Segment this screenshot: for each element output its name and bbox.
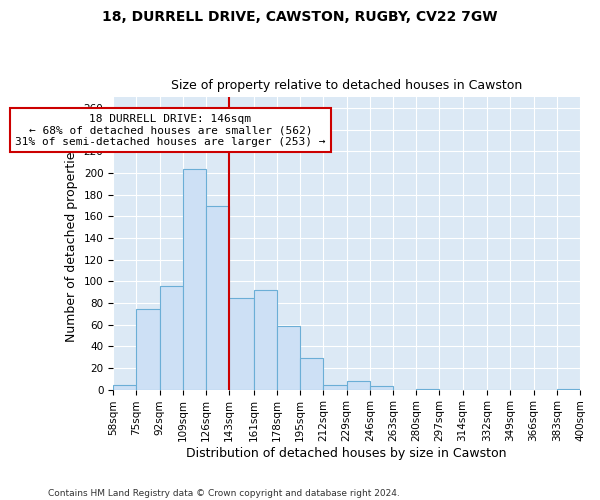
Title: Size of property relative to detached houses in Cawston: Size of property relative to detached ho… [171, 79, 522, 92]
X-axis label: Distribution of detached houses by size in Cawston: Distribution of detached houses by size … [187, 447, 507, 460]
Text: 18 DURRELL DRIVE: 146sqm
← 68% of detached houses are smaller (562)
31% of semi-: 18 DURRELL DRIVE: 146sqm ← 68% of detach… [15, 114, 326, 147]
Bar [160, 286, 183, 390]
Bar [347, 381, 370, 390]
Bar [136, 310, 160, 390]
Bar [277, 326, 300, 390]
Bar [370, 386, 393, 390]
Bar [183, 169, 206, 390]
Bar [113, 386, 136, 390]
Bar [557, 388, 580, 390]
Text: 18, DURRELL DRIVE, CAWSTON, RUGBY, CV22 7GW: 18, DURRELL DRIVE, CAWSTON, RUGBY, CV22 … [102, 10, 498, 24]
Bar [206, 206, 229, 390]
Text: Contains HM Land Registry data © Crown copyright and database right 2024.: Contains HM Land Registry data © Crown c… [48, 488, 400, 498]
Bar [300, 358, 323, 390]
Bar [229, 298, 254, 390]
Bar [254, 290, 277, 390]
Y-axis label: Number of detached properties: Number of detached properties [65, 145, 78, 342]
Bar [323, 386, 347, 390]
Bar [416, 388, 439, 390]
